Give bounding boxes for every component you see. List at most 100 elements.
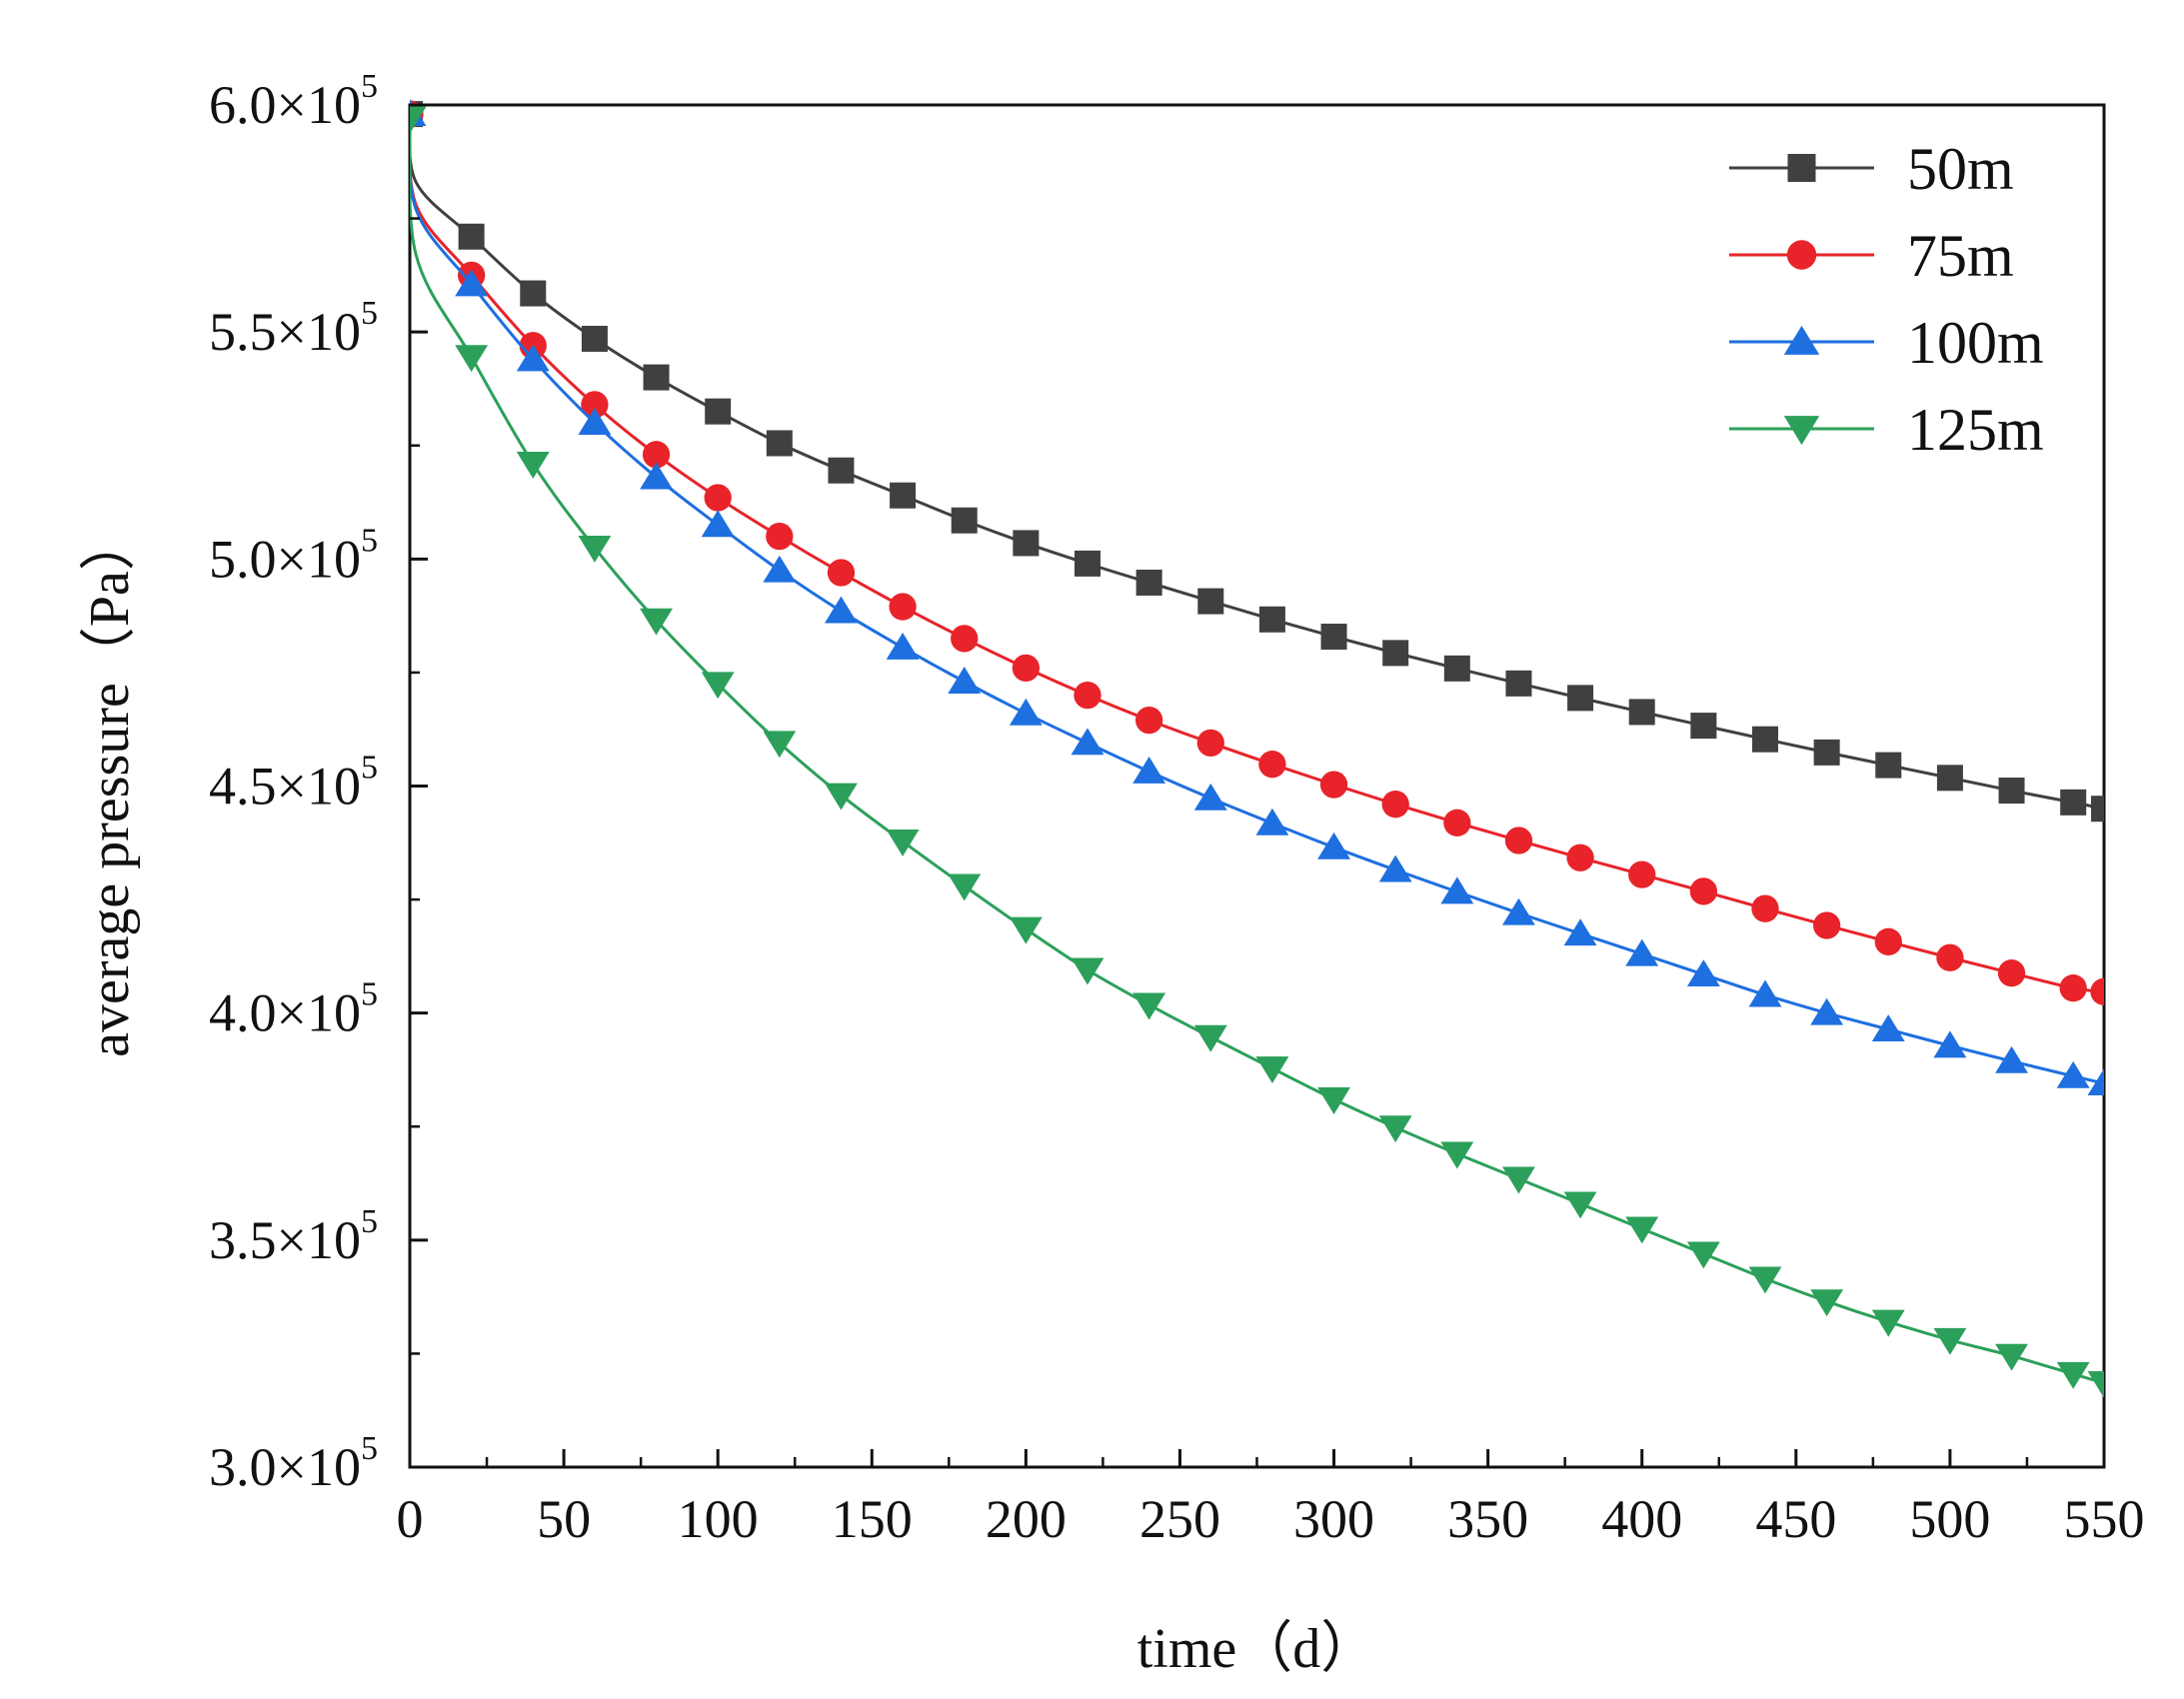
data-point-125m [825, 783, 858, 811]
data-point-75m [1751, 894, 1779, 922]
data-point-75m [1566, 844, 1594, 871]
data-point-75m [827, 559, 856, 587]
data-point-75m [1443, 809, 1471, 837]
data-point-50m [2091, 796, 2104, 823]
data-point-125m [455, 345, 489, 373]
data-point-100m [1255, 808, 1289, 836]
data-point-100m [1009, 698, 1043, 726]
y-tick-mantissa: 6.0×10 [209, 75, 361, 135]
data-point-100m [1810, 997, 1844, 1025]
y-tick-label: 5.5×105 [209, 295, 378, 362]
data-point-125m [1440, 1141, 1474, 1169]
data-point-100m [516, 344, 550, 372]
y-tick-exponent: 5 [361, 750, 378, 787]
x-tick-label: 500 [1909, 1489, 1990, 1549]
y-tick-mantissa: 3.5×10 [209, 1210, 361, 1270]
y-axis-title: average pressure（Pa） [79, 515, 141, 1057]
legend-item-50m: 50m [1729, 136, 2014, 202]
data-point-125m [1193, 1024, 1227, 1052]
data-point-125m [2056, 1361, 2090, 1389]
data-point-75m [951, 625, 979, 653]
x-tick-label: 300 [1293, 1489, 1374, 1549]
data-point-100m [1625, 938, 1659, 966]
y-tick-label: 3.5×105 [209, 1203, 378, 1270]
y-tick-exponent: 5 [361, 522, 378, 559]
legend-label: 50m [1907, 136, 2014, 202]
data-point-100m [1748, 979, 1782, 1007]
data-point-125m [886, 829, 920, 856]
data-point-75m [1074, 681, 1101, 710]
data-point-125m [1933, 1327, 1967, 1355]
y-tick-label: 3.0×105 [209, 1430, 378, 1497]
data-point-125m [2087, 1370, 2104, 1398]
data-point-125m [1255, 1056, 1289, 1084]
data-point-50m [890, 482, 917, 509]
data-point-100m [1995, 1045, 2028, 1073]
data-point-125m [1563, 1191, 1597, 1219]
data-point-75m [1689, 877, 1718, 905]
data-point-100m [886, 632, 920, 660]
series-125m [410, 106, 2104, 1398]
series-line-100m [410, 113, 2104, 1085]
data-point-100m [1132, 757, 1166, 784]
data-point-100m [1317, 832, 1350, 859]
data-point-125m [1378, 1115, 1412, 1143]
data-point-100m [1071, 728, 1104, 756]
data-point-50m [1382, 640, 1409, 667]
legend-marker [1787, 154, 1816, 182]
legend-item-75m: 75m [1729, 223, 2014, 289]
data-point-75m [1504, 827, 1533, 854]
x-tick-label: 550 [2064, 1489, 2145, 1549]
data-point-125m [1686, 1241, 1720, 1269]
data-point-125m [1995, 1343, 2028, 1371]
series-line-75m [410, 113, 2104, 993]
data-point-50m [1628, 699, 1655, 726]
plot-frame [408, 103, 2106, 1469]
legend-item-100m: 100m [1729, 310, 2044, 376]
data-point-50m [1875, 752, 1902, 779]
data-point-125m [516, 451, 550, 479]
y-tick-exponent: 5 [361, 68, 378, 105]
x-tick-label: 150 [832, 1489, 913, 1549]
y-tick-exponent: 5 [361, 1203, 378, 1240]
data-point-50m [1998, 778, 2025, 805]
data-point-125m [1317, 1087, 1350, 1114]
data-point-125m [1871, 1309, 1905, 1337]
data-point-50m [951, 507, 978, 534]
data-point-100m [1440, 876, 1474, 904]
legend-marker [1783, 416, 1820, 446]
x-axis-title: time（d） [1137, 1618, 1377, 1680]
data-point-100m [948, 667, 982, 694]
y-tick-label: 4.5×105 [209, 750, 378, 817]
data-point-125m [640, 608, 673, 636]
data-point-100m [763, 555, 797, 583]
y-tick-mantissa: 3.0×10 [209, 1437, 361, 1497]
x-tick-label: 200 [986, 1489, 1067, 1549]
data-point-125m [1071, 957, 1104, 985]
x-tick-label: 100 [678, 1489, 759, 1549]
data-point-75m [1319, 771, 1348, 799]
legend-marker [1783, 325, 1820, 355]
x-tick-label: 350 [1447, 1489, 1528, 1549]
data-point-125m [1009, 916, 1043, 944]
data-point-50m [520, 280, 547, 307]
x-tick-label: 250 [1139, 1489, 1220, 1549]
legend-label: 125m [1907, 397, 2044, 463]
data-point-75m [1381, 791, 1409, 819]
y-tick-mantissa: 5.5×10 [209, 302, 361, 362]
data-point-75m [1997, 959, 2026, 987]
x-tick-label: 400 [1601, 1489, 1682, 1549]
y-tick-exponent: 5 [361, 1430, 378, 1467]
data-point-50m [458, 223, 485, 250]
data-point-100m [1193, 783, 1227, 811]
data-point-75m [1134, 706, 1163, 735]
data-point-100m [578, 408, 612, 435]
x-tick-label: 0 [397, 1489, 424, 1549]
data-point-75m [1874, 927, 1902, 955]
data-point-125m [410, 106, 427, 134]
data-point-125m [1625, 1216, 1659, 1244]
data-point-50m [1690, 713, 1717, 740]
y-tick-label: 6.0×105 [209, 68, 378, 135]
data-point-50m [1813, 739, 1840, 766]
y-tick-label: 4.0×105 [209, 976, 378, 1043]
